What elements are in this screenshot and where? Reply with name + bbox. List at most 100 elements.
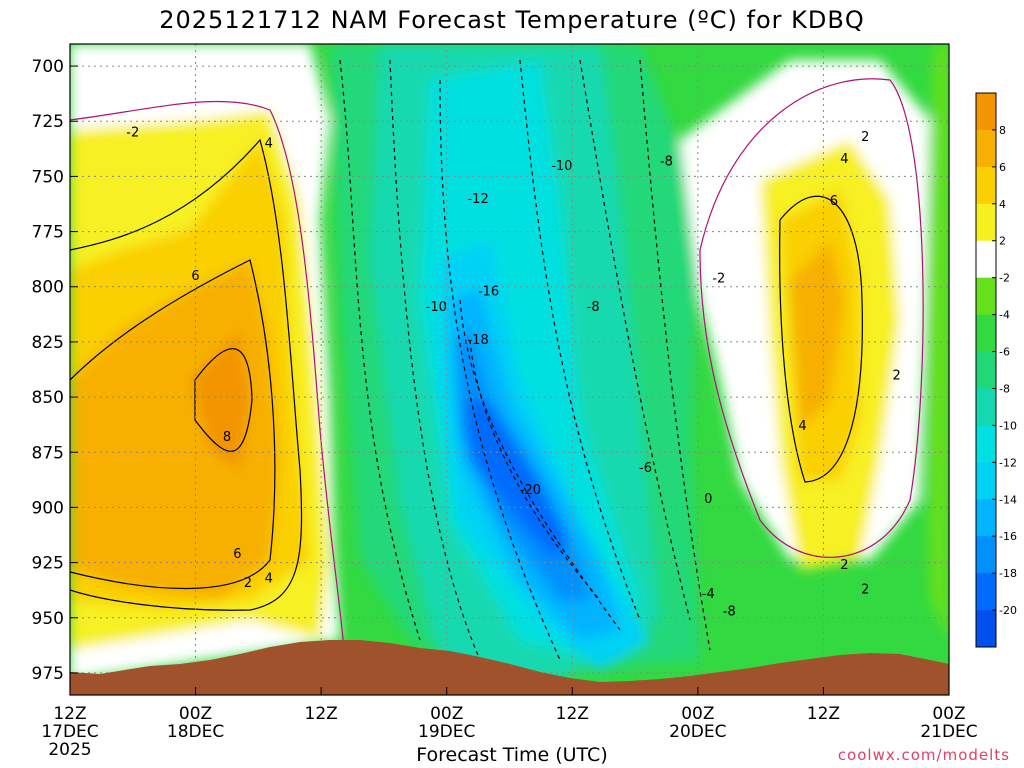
- field-region: [70, 44, 949, 695]
- contour-8-left: [194, 348, 253, 452]
- colorbar-label-13: -20: [999, 604, 1017, 617]
- colorbar-swatch-9: [976, 425, 996, 463]
- y-tick-label-3: 775: [32, 223, 64, 243]
- x-tick-label-3: 00Z: [430, 704, 463, 724]
- contour-label-16: -2: [712, 271, 725, 286]
- source-credit: coolwx.com/modelts: [837, 746, 1010, 764]
- colorbar-swatch-8: [976, 388, 996, 426]
- x-tick-date-1: 18DEC: [167, 722, 224, 742]
- colorbar-swatch-4: [976, 240, 996, 279]
- colorbar-swatch-14: [976, 610, 996, 648]
- x-tick-label-4: 12Z: [556, 704, 589, 724]
- contour-label-3: 8: [223, 430, 231, 445]
- contour-label-13: -8: [587, 300, 600, 315]
- colorbar-swatch-3: [976, 203, 996, 242]
- y-tick-label-0: 700: [32, 57, 64, 77]
- contour-label-12: -10: [551, 159, 572, 174]
- x-tick-date-5: 20DEC: [669, 722, 726, 742]
- colorbar-label-7: -8: [999, 382, 1010, 395]
- colorbar-label-10: -14: [999, 493, 1017, 506]
- x-tick-year-0: 2025: [48, 740, 91, 760]
- colorbar-label-8: -10: [999, 419, 1017, 432]
- colorbar-label-2: 4: [999, 198, 1006, 211]
- y-tick-label-8: 900: [32, 498, 64, 518]
- contour-6-left: [70, 259, 276, 590]
- x-tick-label-0: 12Z: [53, 704, 86, 724]
- contour-dashed-5: [639, 59, 711, 651]
- y-tick-label-1: 725: [32, 112, 64, 132]
- region-m4-edge: [925, 44, 949, 640]
- contour-label-8: -10: [426, 300, 447, 315]
- contour-label-6: 4: [265, 571, 273, 586]
- contour-label-1: 4: [265, 137, 273, 152]
- plot-frame: [69, 43, 950, 696]
- colorbar-swatch-5: [976, 277, 996, 316]
- contour-label-26: 2: [861, 582, 869, 597]
- contour-dashed-0: [339, 59, 421, 641]
- contour-label-11: -20: [520, 483, 541, 498]
- colorbar-swatch-10: [976, 462, 996, 500]
- x-tick-date-3: 19DEC: [418, 722, 475, 742]
- colorbar-swatch-11: [976, 499, 996, 537]
- y-tick-label-11: 975: [32, 664, 64, 684]
- x-tick-label-2: 12Z: [305, 704, 338, 724]
- contour-label-10: -18: [467, 333, 488, 348]
- colorbar-label-12: -18: [999, 567, 1017, 580]
- contour-label-9: -16: [478, 285, 499, 300]
- colorbar-swatch-0: [976, 93, 996, 131]
- contour-4-right: [779, 195, 863, 483]
- y-tick-label-10: 950: [32, 609, 64, 629]
- colorbar-label-0: 8: [999, 124, 1006, 137]
- y-tick-label-4: 800: [32, 278, 64, 298]
- contour-label-21: 4: [840, 152, 848, 167]
- contour-label-17: 0: [704, 492, 712, 507]
- contour-label-15: -6: [639, 461, 652, 476]
- colorbar-label-1: 6: [999, 161, 1006, 174]
- contour-dashed-6: [459, 299, 621, 631]
- colorbar-label-5: -4: [999, 309, 1010, 322]
- colorbar-frame: [975, 92, 997, 648]
- y-tick-label-6: 850: [32, 388, 64, 408]
- x-tick-label-7: 00Z: [932, 704, 965, 724]
- colorbar-swatch-1: [976, 129, 996, 168]
- region-m20: [465, 400, 570, 560]
- region-m16: [450, 290, 620, 640]
- colorbar-swatch-2: [976, 166, 996, 205]
- contour-zero-left: [70, 100, 346, 661]
- x-tick-label-6: 12Z: [807, 704, 840, 724]
- contour-label-2: 6: [191, 269, 199, 284]
- y-tick-label-7: 875: [32, 443, 64, 463]
- contour-dashed-7: [469, 339, 601, 601]
- contour-label-22: 6: [830, 194, 838, 209]
- colorbar-swatch-6: [976, 314, 996, 353]
- contour-label-18: -4: [702, 587, 715, 602]
- x-tick-label-5: 00Z: [681, 704, 714, 724]
- contour-4-left: [70, 138, 303, 611]
- colorbar-label-4: -2: [999, 272, 1010, 285]
- region-8c-left: [190, 330, 250, 470]
- y-tick-label-5: 825: [32, 333, 64, 353]
- contour-lines: [70, 59, 924, 661]
- x-tick-label-1: 00Z: [179, 704, 212, 724]
- contour-label-20: 2: [861, 130, 869, 145]
- colorbar-label-3: 2: [999, 235, 1006, 248]
- y-tick-label-2: 750: [32, 167, 64, 187]
- contour-label-7: -12: [467, 192, 488, 207]
- contour-dashed-2: [439, 79, 561, 661]
- colorbar-swatch-13: [976, 573, 996, 611]
- contour-dashed-1: [389, 59, 481, 661]
- colorbar: 8 6 4 2 -2 -4 -6 -8 -10 -12 -14 -16 -18 -20: [975, 92, 1017, 648]
- contour-label-4: 6: [233, 547, 241, 562]
- contour-label-5: 2: [244, 576, 252, 591]
- colorbar-swatch-12: [976, 536, 996, 574]
- colorbar-swatch-7: [976, 351, 996, 389]
- contour-label-0: -2: [126, 126, 139, 141]
- x-tick-date-7: 21DEC: [920, 722, 977, 742]
- contour-dashed-3: [519, 59, 641, 621]
- x-axis-title: Forecast Time (UTC): [416, 744, 608, 766]
- y-axis: 700 725 750 775 800 825 850 875 900 925 950 975: [32, 57, 78, 684]
- region-6c-right: [790, 240, 845, 430]
